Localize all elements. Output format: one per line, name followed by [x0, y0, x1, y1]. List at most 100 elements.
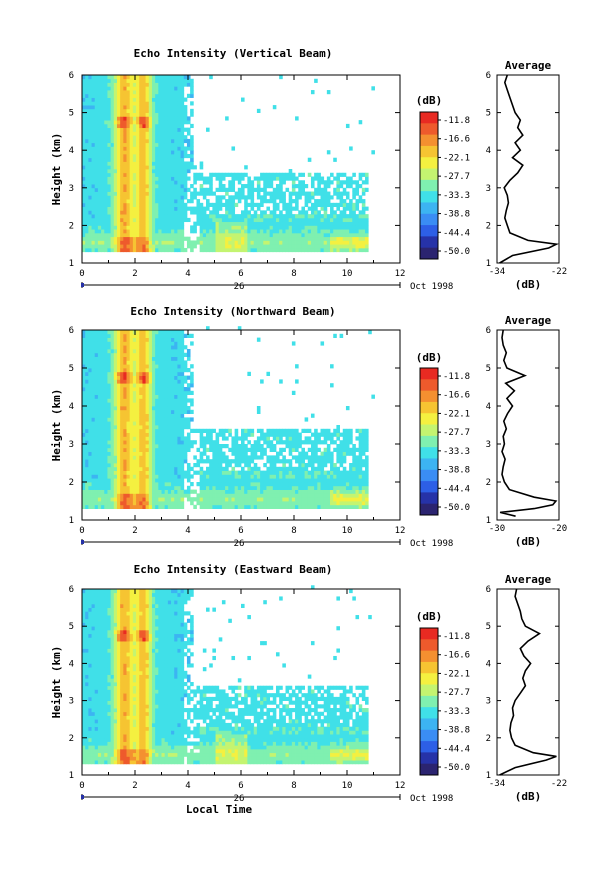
- heatmap-cell: [180, 387, 185, 392]
- heatmap-cell: [301, 191, 305, 196]
- heatmap-cell: [196, 191, 201, 196]
- heatmap-cell: [129, 191, 134, 196]
- heatmap-cell: [225, 459, 229, 464]
- heatmap-cell: [339, 199, 344, 204]
- heatmap-cell: [320, 501, 325, 506]
- heatmap-cell: [97, 169, 102, 174]
- heatmap-cell: [171, 123, 175, 129]
- heatmap-cell: [85, 459, 89, 464]
- heatmap-cell: [186, 493, 191, 498]
- heatmap-cell: [269, 504, 274, 509]
- heatmap-cell: [215, 217, 220, 223]
- heatmap-cell: [180, 202, 185, 207]
- heatmap-cell: [126, 236, 131, 241]
- heatmap-cell: [247, 489, 251, 494]
- heatmap-cell: [323, 225, 328, 230]
- heatmap-cell: [174, 142, 178, 147]
- heatmap-cell: [180, 394, 185, 399]
- heatmap-cell: [85, 195, 89, 200]
- heatmap-cell: [209, 459, 213, 464]
- heatmap-cell: [349, 206, 353, 211]
- heatmap-cell: [123, 436, 127, 441]
- heatmap-cell: [104, 232, 108, 238]
- heatmap-cell: [155, 86, 159, 91]
- heatmap-cell: [180, 333, 185, 338]
- heatmap-cell: [104, 383, 108, 388]
- heatmap-cell: [123, 497, 127, 502]
- heatmap-cell: [142, 463, 146, 468]
- heatmap-cell: [177, 444, 181, 449]
- heatmap-cell: [279, 504, 283, 509]
- heatmap-cell: [91, 489, 96, 494]
- heatmap-cell: [126, 93, 131, 98]
- heatmap-cell: [82, 247, 86, 253]
- heatmap-cell: [167, 195, 172, 200]
- heatmap-cell: [110, 356, 115, 361]
- heatmap-cell: [186, 169, 191, 174]
- heatmap-cell: [365, 225, 369, 230]
- heatmap-cell: [116, 493, 121, 498]
- heatmap-cell: [167, 120, 172, 125]
- heatmap-cell: [161, 135, 166, 140]
- heatmap-cell: [279, 440, 283, 445]
- heatmap-cell: [190, 364, 194, 369]
- heatmap-cell: [161, 504, 166, 509]
- heatmap-cell: [177, 180, 181, 185]
- heatmap-cell: [301, 463, 305, 468]
- heatmap-cell: [145, 157, 150, 162]
- heatmap-cell: [190, 501, 194, 506]
- heatmap-cell: [116, 341, 121, 346]
- heatmap-cell: [355, 199, 360, 204]
- heatmap-cell: [183, 191, 188, 196]
- heatmap-cell: [155, 101, 159, 106]
- heatmap-cell: [263, 470, 267, 475]
- heatmap-cell: [94, 187, 99, 192]
- heatmap-cell: [291, 474, 296, 479]
- heatmap-cell: [352, 247, 356, 253]
- heatmap-cell: [206, 225, 210, 230]
- heatmap-cell: [94, 504, 99, 509]
- heatmap-cell: [126, 440, 131, 445]
- heatmap-cell: [231, 214, 236, 219]
- heatmap-cell: [113, 93, 118, 98]
- heatmap-cell: [113, 428, 118, 433]
- heatmap-cell: [142, 90, 146, 95]
- heatmap-cell: [145, 225, 150, 230]
- heatmap-cell: [234, 501, 239, 506]
- heatmap-cell: [155, 199, 159, 204]
- heatmap-cell: [167, 176, 172, 181]
- heatmap-cell: [263, 191, 267, 196]
- heatmap-cell: [145, 474, 150, 479]
- heatmap-cell: [88, 368, 92, 373]
- heatmap-cell: [110, 383, 115, 388]
- heatmap-cell: [266, 493, 271, 498]
- heatmap-cell: [231, 146, 236, 151]
- heatmap-cell: [155, 493, 159, 498]
- heatmap-cell: [126, 447, 131, 452]
- heatmap-cell: [148, 131, 153, 136]
- heatmap-cell: [250, 455, 255, 460]
- heatmap-cell: [307, 436, 312, 441]
- heatmap-cell: [314, 221, 318, 226]
- heatmap-cell: [288, 199, 293, 204]
- heatmap-cell: [295, 199, 299, 204]
- heatmap-cell: [129, 497, 134, 502]
- heatmap-cell: [148, 169, 153, 174]
- heatmap-cell: [126, 387, 131, 392]
- heatmap-cell: [304, 504, 309, 509]
- heatmap-cell: [129, 333, 134, 338]
- heatmap-cell: [171, 78, 175, 83]
- heatmap-cell: [139, 409, 143, 414]
- heatmap-cell: [104, 240, 108, 245]
- heatmap-cell: [199, 489, 204, 494]
- heatmap-cell: [174, 120, 178, 125]
- heatmap-cell: [190, 409, 194, 414]
- heatmap-cell: [164, 383, 169, 388]
- heatmap-cell: [244, 240, 248, 245]
- heatmap-cell: [317, 466, 321, 471]
- heatmap-cell: [317, 221, 321, 226]
- heatmap-cell: [85, 240, 89, 245]
- heatmap-cell: [202, 474, 207, 479]
- heatmap-cell: [266, 371, 271, 376]
